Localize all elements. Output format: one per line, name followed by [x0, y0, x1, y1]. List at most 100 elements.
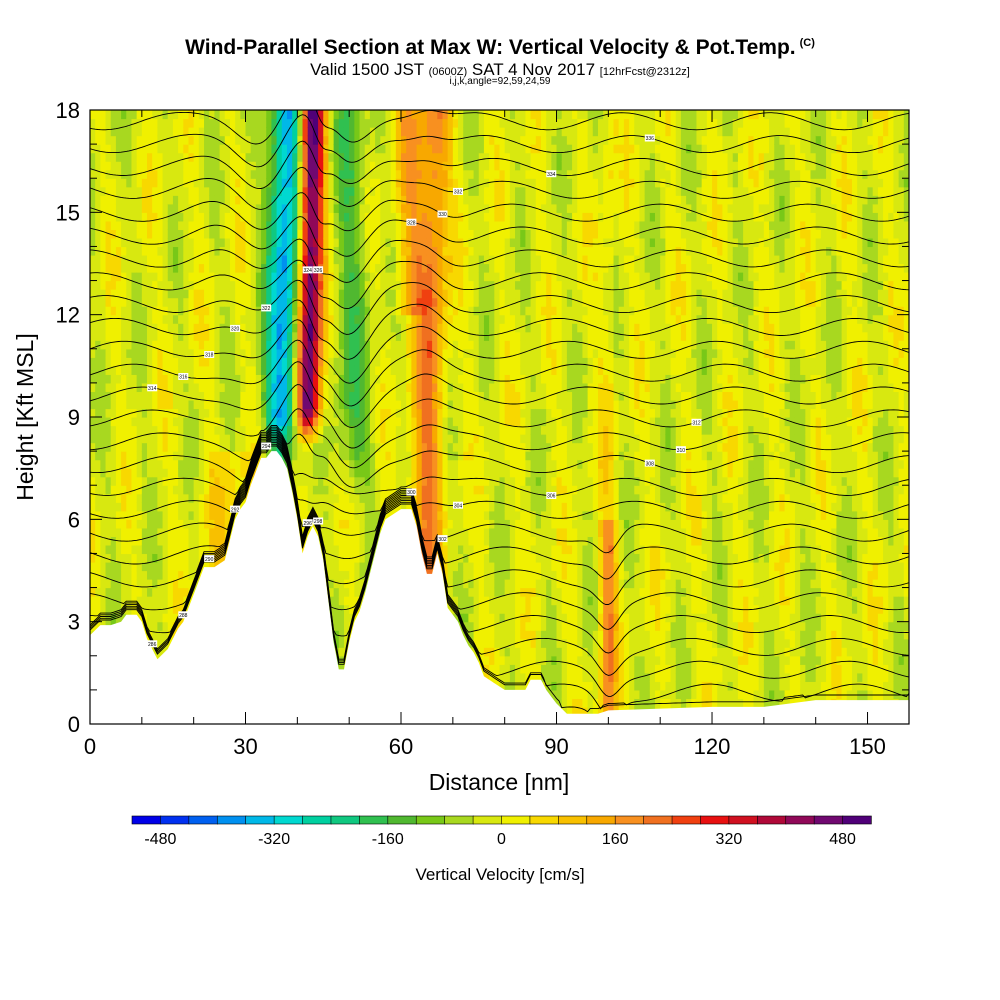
- field-cell: [359, 365, 366, 375]
- field-cell: [188, 544, 195, 555]
- field-cell: [364, 118, 371, 128]
- field-cell: [390, 434, 397, 444]
- field-cell: [136, 357, 143, 367]
- field-cell: [235, 212, 241, 222]
- field-cell: [235, 382, 241, 393]
- field-cell: [302, 425, 309, 435]
- field-cell: [121, 110, 127, 120]
- field-cell: [214, 391, 221, 401]
- field-cell: [136, 459, 143, 469]
- field-cell: [209, 135, 215, 145]
- field-cell: [198, 297, 205, 307]
- field-cell: [172, 579, 179, 589]
- field-cell: [105, 195, 112, 205]
- field-cell: [421, 212, 428, 222]
- field-cell: [204, 254, 210, 265]
- field-cell: [380, 237, 387, 248]
- field-cell: [167, 246, 174, 256]
- field-cell: [292, 408, 298, 418]
- field-cell: [141, 272, 148, 282]
- field-cell: [147, 263, 153, 273]
- field-cell: [152, 570, 158, 580]
- field-cell: [250, 178, 257, 188]
- field-cell: [343, 647, 350, 657]
- field-cell: [349, 127, 355, 137]
- field-cell: [245, 314, 252, 324]
- field-cell: [442, 544, 449, 555]
- field-cell: [214, 246, 221, 256]
- field-cell: [318, 374, 324, 384]
- field-cell: [90, 254, 96, 265]
- field-cell: [219, 220, 226, 230]
- field-cell: [297, 382, 304, 393]
- field-cell: [364, 399, 371, 410]
- field-cell: [121, 263, 127, 273]
- field-cell: [328, 297, 335, 307]
- field-cell: [385, 220, 392, 230]
- field-cell: [364, 544, 371, 555]
- field-cell: [338, 570, 345, 580]
- field-cell: [141, 348, 148, 358]
- field-cell: [318, 203, 324, 213]
- field-cell: [167, 417, 174, 427]
- field-cell: [126, 502, 133, 512]
- field-cell: [136, 417, 143, 427]
- field-cell: [390, 323, 397, 333]
- field-cell: [312, 127, 319, 137]
- field-cell: [437, 144, 444, 154]
- field-cell: [204, 272, 210, 282]
- field-cell: [235, 391, 241, 401]
- field-cell: [183, 254, 190, 265]
- field-cell: [349, 399, 355, 410]
- field-cell: [354, 391, 361, 401]
- field-cell: [343, 229, 350, 239]
- field-cell: [131, 348, 138, 358]
- field-cell: [328, 536, 335, 546]
- field-cell: [380, 357, 387, 367]
- field-cell: [121, 502, 127, 512]
- field-cell: [447, 544, 454, 555]
- field-cell: [245, 340, 252, 350]
- field-cell: [136, 195, 143, 205]
- field-cell: [401, 289, 407, 299]
- field-cell: [338, 229, 345, 239]
- field-cell: [193, 382, 200, 393]
- field-cell: [152, 434, 158, 444]
- field-cell: [95, 408, 101, 418]
- field-cell: [110, 408, 117, 418]
- field-cell: [157, 391, 164, 401]
- field-cell: [437, 297, 444, 307]
- field-cell: [447, 570, 454, 580]
- field-cell: [240, 417, 247, 427]
- field-cell: [162, 587, 169, 597]
- field-cell: [204, 212, 210, 222]
- field-cell: [157, 237, 164, 248]
- field-cell: [121, 417, 127, 427]
- field-cell: [157, 468, 164, 478]
- field-cell: [401, 178, 407, 188]
- field-cell: [95, 553, 101, 563]
- field-cell: [307, 391, 314, 401]
- field-cell: [307, 442, 314, 452]
- field-cell: [193, 186, 200, 196]
- field-cell: [359, 212, 366, 222]
- field-cell: [136, 237, 143, 248]
- field-cell: [214, 425, 221, 435]
- field-cell: [359, 263, 366, 273]
- field-cell: [172, 118, 179, 128]
- field-cell: [172, 374, 179, 384]
- field-cell: [364, 519, 371, 529]
- field-cell: [121, 280, 127, 290]
- field-cell: [167, 374, 174, 384]
- field-cell: [266, 382, 273, 393]
- field-cell: [152, 246, 158, 256]
- field-cell: [302, 280, 309, 290]
- field-cell: [131, 510, 138, 520]
- field-cell: [426, 280, 433, 290]
- field-cell: [380, 451, 387, 461]
- field-cell: [395, 229, 402, 239]
- field-cell: [401, 229, 407, 239]
- field-cell: [323, 127, 330, 137]
- field-cell: [406, 254, 412, 265]
- field-cell: [333, 229, 340, 239]
